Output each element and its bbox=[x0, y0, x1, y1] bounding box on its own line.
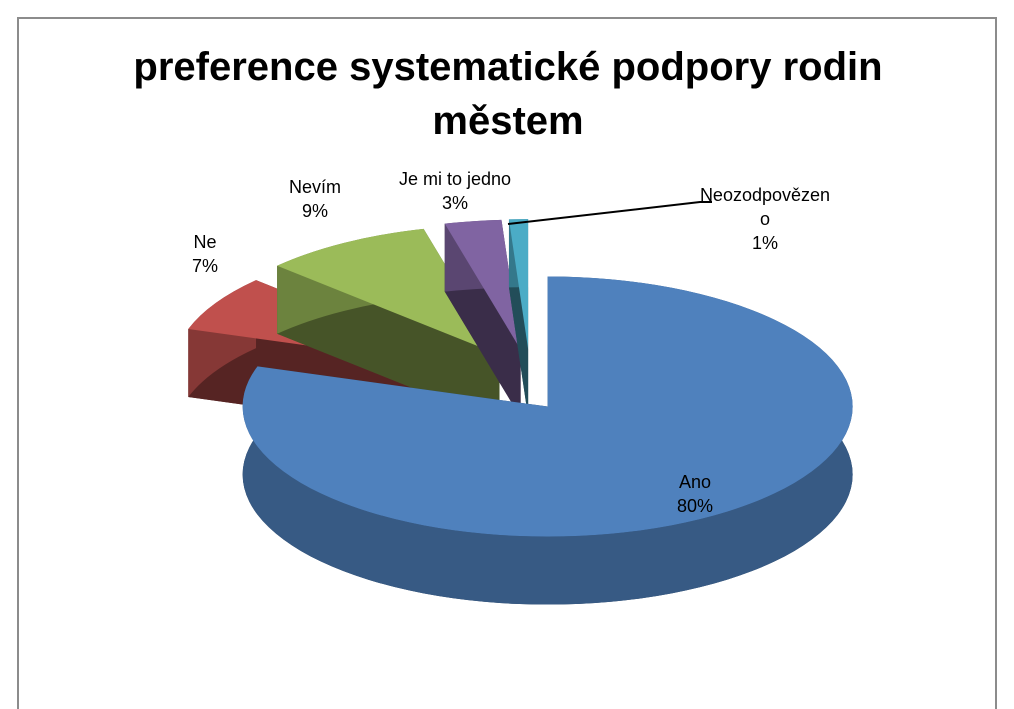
data-label: Ano 80% bbox=[650, 470, 740, 518]
value-label: 9% bbox=[301, 201, 328, 221]
value-label: 3% bbox=[441, 193, 468, 213]
data-label: Neozodpovězeno 1% bbox=[690, 183, 840, 255]
slice-top bbox=[508, 219, 529, 350]
value-label: 1% bbox=[751, 233, 778, 253]
leader-line bbox=[507, 201, 712, 225]
value-label: 80% bbox=[676, 496, 714, 516]
chart-title: preference systematické podpory rodin mě… bbox=[133, 45, 883, 143]
data-label: Je mi to jedno 3% bbox=[370, 167, 540, 215]
data-label: Ne 7% bbox=[170, 230, 240, 278]
slice-top bbox=[277, 228, 500, 355]
category-label: Neozodpovězeno bbox=[699, 185, 831, 229]
category-label: Nevím bbox=[288, 177, 341, 197]
data-label: Nevím 9% bbox=[270, 175, 360, 223]
slice-top bbox=[242, 276, 853, 537]
category-label: Ano bbox=[678, 472, 712, 492]
category-label: Ne bbox=[193, 232, 217, 252]
category-label: Je mi to jedno bbox=[398, 169, 512, 189]
value-label: 7% bbox=[191, 256, 218, 276]
slice-top bbox=[444, 219, 521, 350]
